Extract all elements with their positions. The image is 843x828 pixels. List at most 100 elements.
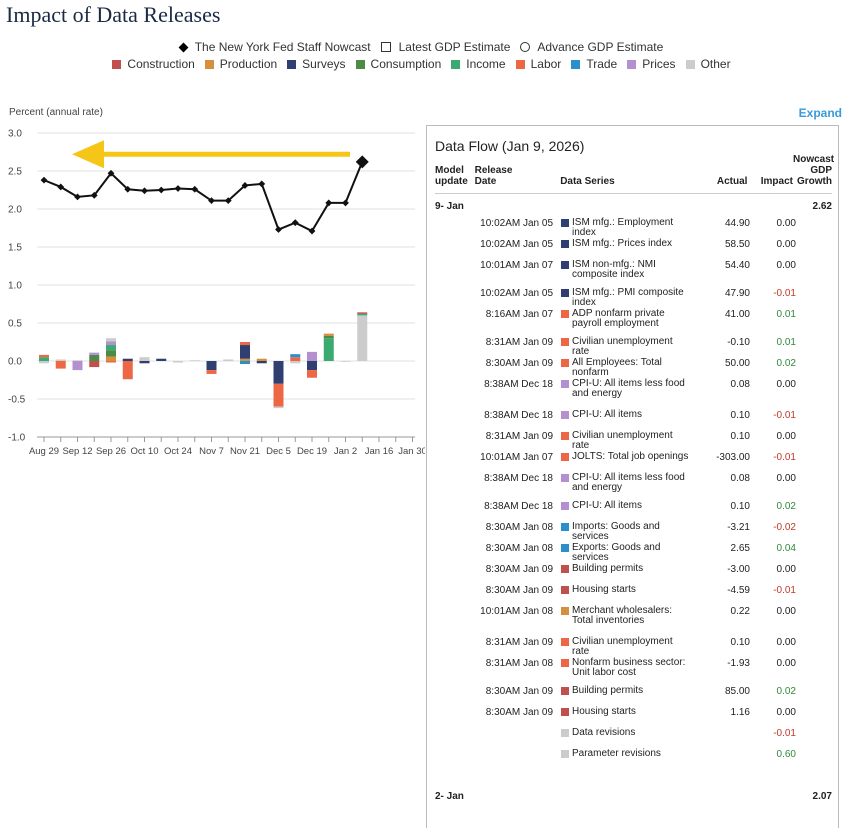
legend-prices[interactable]: Prices [627, 57, 676, 71]
nowcast-point [355, 155, 369, 169]
legend-latest-gdp[interactable]: Latest GDP Estimate [380, 40, 510, 54]
data-series-cell: Merchant wholesalers: Total inventories [561, 606, 691, 626]
table-row[interactable]: 10:02AM Jan 05 ISM mfg.: Prices index 58.5… [435, 239, 832, 260]
impact-bar-segment [290, 357, 301, 361]
release-date-cell: 8:38AM Dec 18 [484, 379, 553, 390]
impact-bar-segment [223, 359, 234, 361]
legend-category-label: Consumption [370, 57, 442, 71]
release-date-cell: 8:30AM Jan 09 [485, 686, 553, 697]
legend-surveys[interactable]: Surveys [287, 57, 346, 71]
table-row[interactable]: 8:30AM Jan 08 Exports: Goods and services… [435, 543, 832, 564]
release-date-cell: 8:31AM Jan 09 [485, 637, 553, 648]
release-date-cell: 10:02AM Jan 05 [480, 288, 553, 299]
table-row[interactable]: 8:30AM Jan 09 All Employees: Total nonfar… [435, 358, 832, 379]
legend-consumption[interactable]: Consumption [355, 57, 442, 71]
table-row[interactable]: 8:31AM Jan 09 Civilian unemployment rate 0… [435, 431, 832, 452]
legend-category-label: Construction [127, 57, 195, 71]
impact-bar-segment [39, 354, 49, 358]
impact-cell: 0.01 [776, 337, 796, 348]
data-series-cell: Nonfarm business sector: Unit labor cost [561, 658, 691, 678]
legend-production[interactable]: Production [204, 57, 277, 71]
expand-link[interactable]: Expand [798, 106, 842, 120]
series-name: CPI-U: All items [572, 409, 643, 420]
legend-other[interactable]: Other [685, 57, 731, 71]
table-row[interactable]: 8:16AM Jan 07 ADP nonfarm private payroll… [435, 309, 832, 337]
table-row[interactable]: 10:01AM Jan 07 ISM non-mfg.: NMI composit… [435, 260, 832, 288]
nowcast-line [43, 161, 364, 233]
table-row[interactable]: Parameter revisions 0.60 [435, 749, 832, 770]
data-series-cell: Housing starts [561, 707, 691, 717]
nowcast-point [107, 169, 115, 177]
impact-bar-segment [273, 383, 284, 407]
actual-cell: 0.22 [730, 606, 750, 617]
data-series-cell: CPI-U: All items [561, 501, 691, 511]
table-row[interactable]: 8:30AM Jan 09 Building permits -3.00 0.00 [435, 564, 832, 585]
impact-bar-segment [340, 361, 351, 362]
series-name: Civilian unemployment rate [572, 430, 673, 451]
legend-category-label: Other [700, 57, 731, 71]
table-row[interactable]: 8:38AM Dec 18 CPI-U: All items 0.10 -0.01 [435, 410, 832, 431]
table-row[interactable]: 8:30AM Jan 08 Imports: Goods and services… [435, 522, 832, 543]
legend-labor[interactable]: Labor [515, 57, 561, 71]
series-name: Building permits [572, 563, 644, 574]
table-row[interactable]: 10:02AM Jan 05 ISM mfg.: Employment index… [435, 218, 832, 239]
table-row[interactable]: 10:01AM Jan 08 Merchant wholesalers: Tota… [435, 606, 832, 637]
release-date-cell: 8:31AM Jan 09 [485, 431, 553, 442]
release-date-cell [475, 749, 561, 750]
release-date-cell: 8:38AM Dec 18 [484, 410, 553, 421]
series-name: Imports: Goods and services [572, 521, 660, 542]
category-swatch-icon [561, 474, 569, 482]
category-swatch-icon [561, 729, 569, 737]
legend-income[interactable]: Income [451, 57, 506, 71]
legend-advance-gdp[interactable]: Advance GDP Estimate [520, 40, 663, 54]
series-name: All Employees: Total nonfarm [572, 357, 662, 378]
table-row[interactable]: 8:30AM Jan 09 Building permits 85.00 0.02 [435, 686, 832, 707]
x-tick-label: Dec 19 [297, 446, 327, 457]
impact-cell: -0.01 [773, 288, 796, 299]
release-date-cell: 10:01AM Jan 07 [480, 452, 553, 463]
table-row[interactable]: 8:30AM Jan 09 Housing starts -4.59 -0.01 [435, 585, 832, 606]
group-row[interactable]: 2- Jan 2.07 [435, 784, 832, 808]
group-row[interactable]: 9- Jan 2.62 [435, 194, 832, 218]
actual-cell: 58.50 [724, 239, 750, 250]
impact-bar-segment [106, 361, 116, 363]
table-row[interactable]: Data revisions -0.01 [435, 728, 832, 749]
actual-cell: -303.00 [716, 452, 750, 463]
data-series-cell: ISM mfg.: PMI composite index [561, 288, 691, 308]
impact-bar-segment [240, 342, 250, 346]
table-row[interactable]: 8:31AM Jan 08 Nonfarm business sector: Un… [435, 658, 832, 686]
nowcast-point [291, 219, 299, 227]
series-name: ISM non-mfg.: NMI composite index [572, 259, 656, 280]
table-row[interactable]: 8:38AM Dec 18 CPI-U: All items less food … [435, 379, 832, 410]
table-row[interactable]: 8:30AM Jan 09 Housing starts 1.16 0.00 [435, 707, 832, 728]
x-tick-label: Nov 21 [230, 446, 260, 457]
y-tick-label: -1.0 [8, 433, 26, 444]
data-series-cell: Housing starts [561, 585, 691, 595]
category-swatch-icon [561, 659, 569, 667]
impact-bar-segment [307, 361, 317, 371]
table-row[interactable]: 8:31AM Jan 09 Civilian unemployment rate -… [435, 337, 832, 358]
category-swatch-icon [561, 502, 569, 510]
impact-bar-segment [307, 370, 317, 378]
series-name: Housing starts [572, 706, 636, 717]
header-actual: Actual [716, 176, 748, 187]
legend-trade[interactable]: Trade [571, 57, 617, 71]
category-swatch-icon [561, 338, 569, 346]
series-name: Building permits [572, 685, 644, 696]
table-row[interactable]: 10:01AM Jan 07 JOLTS: Total job openings -… [435, 452, 832, 473]
legend-nowcast[interactable]: The New York Fed Staff Nowcast [178, 40, 371, 54]
nowcast-point [74, 193, 81, 201]
legend-construction[interactable]: Construction [112, 57, 195, 71]
impact-bar-segment [240, 361, 250, 365]
y-axis-label: Percent (annual rate) [9, 107, 103, 118]
table-row[interactable]: 10:02AM Jan 05 ISM mfg.: PMI composite in… [435, 288, 832, 309]
table-row[interactable]: 8:38AM Dec 18 CPI-U: All items 0.10 0.02 [435, 501, 832, 522]
actual-cell [691, 728, 750, 729]
table-row[interactable]: 8:31AM Jan 09 Civilian unemployment rate 0… [435, 637, 832, 658]
series-name: Merchant wholesalers: Total inventories [572, 605, 673, 626]
category-swatch-icon [561, 586, 569, 594]
category-swatch-icon [561, 432, 569, 440]
series-name: CPI-U: All items less food and energy [572, 472, 685, 493]
category-swatch-icon [561, 261, 569, 269]
table-row[interactable]: 8:38AM Dec 18 CPI-U: All items less food … [435, 473, 832, 501]
